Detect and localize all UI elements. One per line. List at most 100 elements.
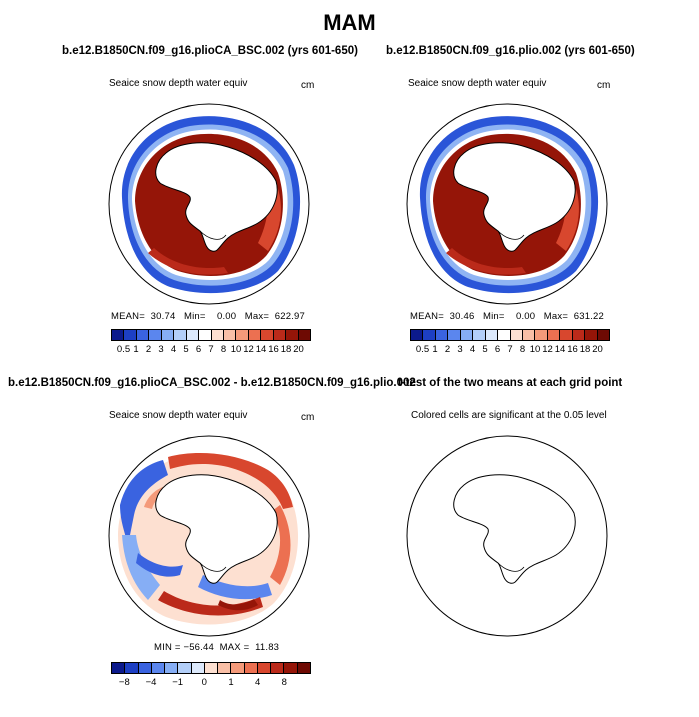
colorbar-tick-label: 20: [592, 344, 603, 355]
colorbar-swatch: [151, 663, 166, 673]
colorbar-swatch: [211, 330, 224, 340]
colorbar-swatch: [261, 330, 274, 340]
figure-title: MAM: [323, 10, 376, 35]
colorbar-swatch: [485, 330, 499, 340]
colorbar-tick-label: 10: [529, 344, 541, 355]
colorbar-swatch: [460, 330, 474, 340]
colorbar-swatch: [284, 663, 298, 673]
significance-note: Colored cells are significant at the 0.0…: [411, 410, 607, 421]
sea-ice-map-top-right: [406, 103, 608, 305]
colorbar-tick-label: −8: [118, 677, 130, 688]
colorbar-swatch: [271, 663, 285, 673]
panel-title-top-left: b.e12.B1850CN.f09_g16.plioCA_BSC.002 (yr…: [62, 45, 358, 57]
colorbar-swatch: [297, 663, 310, 673]
colorbar-swatch: [138, 663, 152, 673]
colorbar-tick-label: 0.5: [116, 344, 131, 355]
colorbar-tick-label: 2: [145, 344, 152, 355]
sea-ice-map-top-left: [108, 103, 310, 305]
colorbar-swatch: [191, 663, 205, 673]
colorbar-tick-label: 4: [170, 344, 177, 355]
panel-title-bottom-left: b.e12.B1850CN.f09_g16.plioCA_BSC.002 - b…: [8, 377, 416, 389]
colorbar-swatch: [547, 330, 561, 340]
colorbar-tick-label: 5: [482, 344, 488, 355]
colorbar-swatch: [231, 663, 245, 673]
colorbar-tick-label: 12: [243, 344, 254, 355]
colorbar-swatch: [236, 330, 249, 340]
colorbar-swatch: [112, 330, 125, 340]
colorbar-tick-label: 2: [444, 344, 451, 355]
colorbar-tick-label: 1: [432, 344, 438, 355]
variable-label-bottom-left: Seaice snow depth water equiv: [109, 410, 248, 421]
colorbar-top-right: [410, 329, 610, 341]
colorbar-swatch: [435, 330, 449, 340]
colorbar-swatch: [473, 330, 486, 340]
colorbar-tick-label: 4: [469, 344, 476, 355]
colorbar-swatch: [597, 330, 609, 340]
colorbar-top-left: [111, 329, 311, 341]
colorbar-swatch: [572, 330, 586, 340]
units-label-top-left: cm: [301, 80, 315, 91]
colorbar-swatch: [498, 330, 511, 340]
variable-label-top-left: Seaice snow depth water equiv: [109, 78, 248, 89]
colorbar-swatch: [522, 330, 536, 340]
panel-title-bottom-right: t-test of the two means at each grid poi…: [398, 377, 623, 389]
colorbar-swatch: [186, 330, 200, 340]
colorbar-swatch: [124, 330, 137, 340]
colorbar-tick-label: −4: [145, 677, 157, 688]
colorbar-tick-label: 6: [195, 344, 202, 355]
colorbar-tick-label: 20: [293, 344, 304, 355]
colorbar-tick-label: 4: [255, 677, 261, 688]
stats-bottom-left: MIN = −56.44 MAX = 11.83: [154, 642, 280, 653]
colorbar-tick-label: 0.5: [415, 344, 430, 355]
colorbar-swatch: [423, 330, 436, 340]
colorbar-bottom-left: [111, 662, 311, 674]
colorbar-tick-label: 1: [228, 677, 234, 688]
panel-title-top-right: b.e12.B1850CN.f09_g16.plio.002 (yrs 601-…: [386, 45, 635, 57]
colorbar-tick-label: 5: [183, 344, 189, 355]
colorbar-swatch: [178, 663, 192, 673]
colorbar-swatch: [165, 663, 179, 673]
colorbar-tick-label: 16: [268, 344, 279, 355]
ttest-map-bottom-right: [406, 435, 608, 637]
colorbar-tick-label: 7: [208, 344, 214, 355]
difference-map-bottom-left: [108, 435, 310, 637]
colorbar-tick-label: 12: [542, 344, 553, 355]
colorbar-ticks-bottom-left: −8 −4 −1 0 1 4 8: [111, 677, 309, 689]
colorbar-tick-label: 0: [201, 677, 207, 688]
colorbar-swatch: [218, 663, 232, 673]
colorbar-swatch: [136, 330, 150, 340]
colorbar-tick-label: 14: [255, 344, 267, 355]
colorbar-swatch: [535, 330, 548, 340]
units-label-bottom-left: cm: [301, 412, 315, 423]
colorbar-tick-label: 6: [494, 344, 501, 355]
colorbar-swatch: [161, 330, 175, 340]
colorbar-swatch: [411, 330, 424, 340]
colorbar-swatch: [244, 663, 258, 673]
colorbar-swatch: [448, 330, 461, 340]
colorbar-swatch: [112, 663, 126, 673]
colorbar-tick-label: 3: [457, 344, 463, 355]
colorbar-tick-label: 8: [220, 344, 227, 355]
colorbar-swatch: [149, 330, 162, 340]
stats-top-left: MEAN= 30.74 Min= 0.00 Max= 622.97: [111, 311, 306, 322]
colorbar-tick-label: 8: [281, 677, 287, 688]
colorbar-tick-label: 1: [133, 344, 139, 355]
colorbar-ticks-top-left: 0.5 1 2 3 4 5 6 7 8 10 12 14 16 18 20: [111, 344, 309, 356]
colorbar-tick-label: 18: [579, 344, 591, 355]
stats-top-right: MEAN= 30.46 Min= 0.00 Max= 631.22: [410, 311, 605, 322]
colorbar-swatch: [223, 330, 237, 340]
colorbar-swatch: [286, 330, 299, 340]
variable-label-top-right: Seaice snow depth water equiv: [408, 78, 547, 89]
colorbar-tick-label: 16: [567, 344, 578, 355]
colorbar-swatch: [298, 330, 310, 340]
colorbar-swatch: [510, 330, 523, 340]
colorbar-tick-label: 18: [280, 344, 292, 355]
colorbar-swatch: [273, 330, 287, 340]
colorbar-swatch: [199, 330, 212, 340]
colorbar-tick-label: 8: [519, 344, 526, 355]
colorbar-tick-label: 3: [158, 344, 164, 355]
colorbar-swatch: [257, 663, 272, 673]
colorbar-tick-label: 10: [230, 344, 242, 355]
colorbar-swatch: [125, 663, 139, 673]
units-label-top-right: cm: [597, 80, 611, 91]
